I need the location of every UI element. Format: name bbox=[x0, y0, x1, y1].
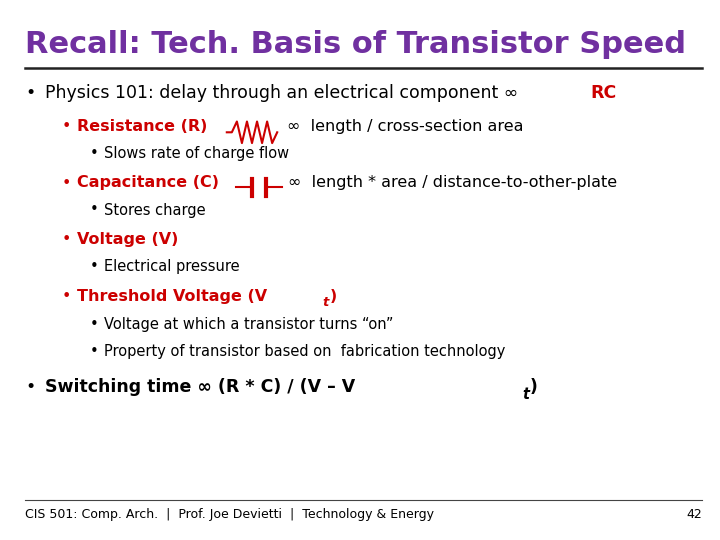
Text: •: • bbox=[90, 259, 99, 274]
Text: •: • bbox=[61, 176, 71, 191]
Text: ∞  length / cross-section area: ∞ length / cross-section area bbox=[287, 119, 523, 134]
Text: Physics 101: delay through an electrical component ∞: Physics 101: delay through an electrical… bbox=[45, 84, 530, 102]
Text: ): ) bbox=[330, 289, 337, 304]
Text: Capacitance (C): Capacitance (C) bbox=[77, 176, 219, 191]
Text: t: t bbox=[323, 296, 329, 309]
Text: •: • bbox=[61, 232, 71, 247]
Text: Resistance (R): Resistance (R) bbox=[77, 119, 207, 134]
Text: ): ) bbox=[530, 378, 538, 396]
Text: Property of transistor based on  fabrication technology: Property of transistor based on fabricat… bbox=[104, 344, 505, 359]
Text: RC: RC bbox=[590, 84, 616, 102]
Text: 42: 42 bbox=[686, 508, 702, 521]
Text: •: • bbox=[25, 84, 35, 102]
Text: Threshold Voltage (V: Threshold Voltage (V bbox=[77, 289, 267, 304]
Text: •: • bbox=[90, 146, 99, 161]
Text: t: t bbox=[523, 387, 530, 402]
Text: Stores charge: Stores charge bbox=[104, 202, 206, 218]
Text: •: • bbox=[25, 378, 35, 396]
Text: Slows rate of charge flow: Slows rate of charge flow bbox=[104, 146, 289, 161]
Text: ∞  length * area / distance-to-other-plate: ∞ length * area / distance-to-other-plat… bbox=[288, 176, 617, 191]
Text: Electrical pressure: Electrical pressure bbox=[104, 259, 240, 274]
Text: •: • bbox=[61, 289, 71, 304]
Text: Voltage (V): Voltage (V) bbox=[77, 232, 179, 247]
Text: Recall: Tech. Basis of Transistor Speed: Recall: Tech. Basis of Transistor Speed bbox=[25, 30, 686, 59]
Text: •: • bbox=[90, 202, 99, 218]
Text: CIS 501: Comp. Arch.  |  Prof. Joe Devietti  |  Technology & Energy: CIS 501: Comp. Arch. | Prof. Joe Deviett… bbox=[25, 508, 434, 521]
Text: •: • bbox=[61, 119, 71, 134]
Text: •: • bbox=[90, 317, 99, 332]
Text: Voltage at which a transistor turns “on”: Voltage at which a transistor turns “on” bbox=[104, 317, 394, 332]
Text: Switching time ∞ (R * C) / (V – V: Switching time ∞ (R * C) / (V – V bbox=[45, 378, 356, 396]
Text: •: • bbox=[90, 344, 99, 359]
